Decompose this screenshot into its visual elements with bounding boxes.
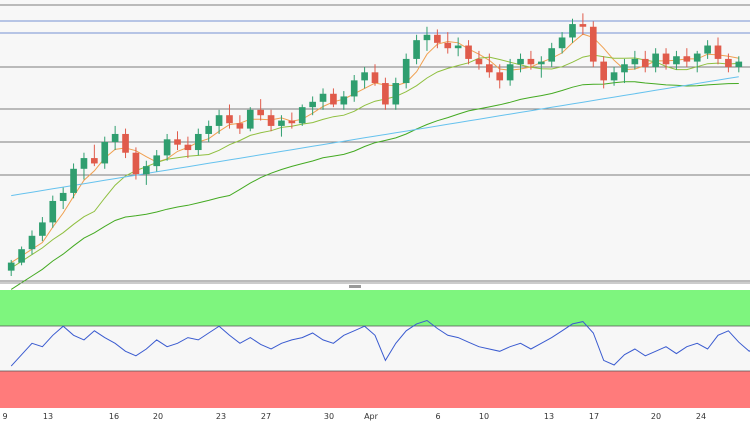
x-tick-label: 6 xyxy=(435,412,440,421)
candle xyxy=(194,128,202,156)
candle xyxy=(215,109,223,134)
candle xyxy=(184,136,192,159)
candle xyxy=(673,50,680,70)
candle xyxy=(454,37,462,57)
candle xyxy=(579,13,587,35)
candle xyxy=(444,32,452,54)
candle xyxy=(527,50,535,70)
candle xyxy=(153,150,161,172)
candle xyxy=(693,50,701,73)
moving-averages xyxy=(10,33,739,290)
candle xyxy=(330,88,337,108)
candle xyxy=(350,75,358,102)
x-tick-label: 13 xyxy=(43,412,53,421)
candle xyxy=(683,48,691,67)
candle xyxy=(725,53,732,73)
candle xyxy=(309,96,316,116)
x-tick-label: 20 xyxy=(153,412,163,421)
x-tick-label: 17 xyxy=(589,412,599,421)
candle xyxy=(101,136,109,169)
candle xyxy=(226,104,233,129)
x-tick-label: 24 xyxy=(696,412,706,421)
candle xyxy=(7,259,15,276)
candle xyxy=(18,246,25,266)
x-tick-label: 16 xyxy=(109,412,119,421)
candle xyxy=(236,115,244,134)
moving-average-line xyxy=(10,81,739,290)
candle xyxy=(267,109,275,132)
candle xyxy=(434,29,441,49)
candle xyxy=(610,66,618,86)
x-tick-label: 23 xyxy=(216,412,226,421)
candle xyxy=(735,56,743,73)
candle xyxy=(662,48,670,70)
candle xyxy=(319,88,327,110)
candle xyxy=(475,50,483,70)
moving-average-line xyxy=(10,54,739,269)
candle xyxy=(28,230,36,255)
candle xyxy=(49,195,57,228)
rsi-line xyxy=(10,319,750,367)
candle xyxy=(298,104,306,126)
candle xyxy=(392,77,400,110)
candle xyxy=(402,53,410,89)
moving-average-line xyxy=(11,76,739,197)
candle xyxy=(371,64,379,86)
x-tick-label: 27 xyxy=(261,412,271,421)
candle xyxy=(548,42,556,67)
candle xyxy=(558,32,566,54)
candle xyxy=(163,133,171,161)
candle xyxy=(111,125,119,151)
candle xyxy=(174,131,181,151)
x-tick-label: 20 xyxy=(651,412,661,421)
candle xyxy=(70,163,77,199)
x-tick-label: 13 xyxy=(544,412,554,421)
x-tick-label: 10 xyxy=(479,412,489,421)
candle xyxy=(257,99,264,121)
candle xyxy=(600,56,608,89)
candle xyxy=(465,40,472,65)
candles xyxy=(7,13,743,276)
candle xyxy=(496,64,504,89)
candle xyxy=(39,217,46,242)
candle xyxy=(486,53,493,78)
candle xyxy=(122,128,129,159)
candle xyxy=(569,18,576,43)
candle xyxy=(641,50,649,73)
candle xyxy=(652,48,659,73)
candle xyxy=(621,58,628,84)
candle xyxy=(91,144,98,167)
candle xyxy=(278,115,285,137)
rsi-overbought-zone xyxy=(0,290,750,326)
candle xyxy=(423,26,431,51)
pane-resize-handle[interactable] xyxy=(349,285,361,288)
candle xyxy=(537,56,545,78)
x-axis-ticks: 9 13 16 20 23 27 30 Apr 6 10 13 17 20 24 xyxy=(2,412,706,421)
candle xyxy=(142,160,150,185)
candle xyxy=(589,21,597,67)
candle xyxy=(382,77,389,110)
candle xyxy=(288,112,296,129)
x-tick-label: 30 xyxy=(324,412,334,421)
candle xyxy=(631,50,639,70)
candle xyxy=(361,66,368,89)
candle xyxy=(506,58,514,86)
rsi-oversold-zone xyxy=(0,371,750,408)
candle xyxy=(59,187,67,209)
candle xyxy=(246,107,254,132)
candle xyxy=(704,40,711,59)
candle xyxy=(714,37,722,65)
x-tick-label: Apr xyxy=(364,412,379,421)
candle xyxy=(517,53,524,73)
candle xyxy=(340,91,348,110)
candle xyxy=(80,152,88,180)
candle xyxy=(205,120,213,142)
rsi-mid-zone xyxy=(0,326,750,371)
x-tick-label: 9 xyxy=(2,412,7,421)
candle xyxy=(132,147,140,180)
candle xyxy=(413,34,420,65)
